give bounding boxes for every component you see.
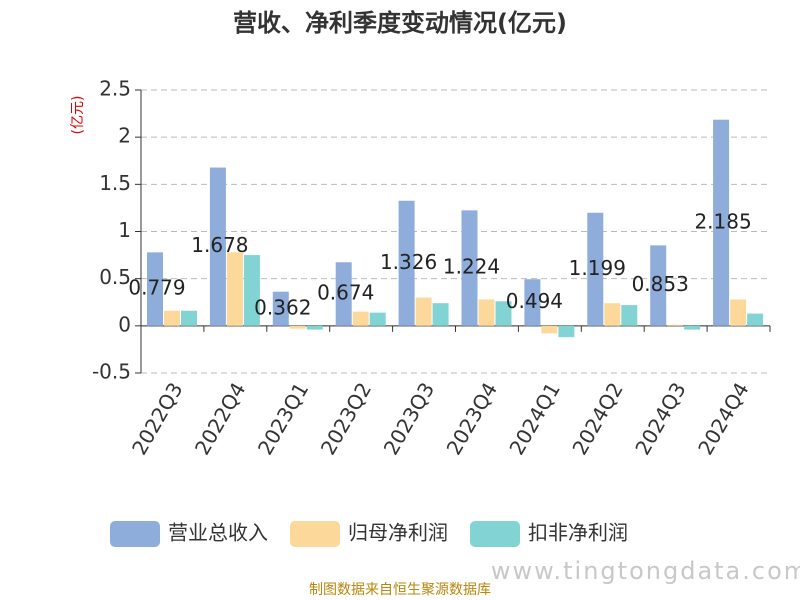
y-tick-label: -0.5	[92, 360, 131, 384]
data-label: 1.199	[569, 256, 626, 280]
y-tick-label: 2	[118, 124, 131, 148]
x-tick-label: 2024Q1	[504, 378, 564, 459]
source-note: 制图数据来自恒生聚源数据库	[309, 582, 491, 598]
bar	[604, 303, 621, 326]
bar	[650, 245, 667, 326]
bar	[621, 305, 638, 326]
x-tick-label: 2023Q3	[379, 378, 439, 459]
chart-title: 营收、净利季度变动情况(亿元)	[233, 9, 567, 37]
bar	[164, 310, 180, 326]
bar	[747, 313, 764, 326]
bar	[432, 303, 449, 326]
watermark: www.tingtongdata.com	[491, 557, 800, 585]
bar	[398, 200, 415, 326]
bar	[243, 255, 260, 326]
bar	[352, 311, 369, 326]
bar	[226, 252, 243, 326]
bar	[667, 324, 684, 326]
y-tick-label: 0	[118, 312, 131, 336]
data-label: 1.326	[380, 250, 437, 274]
bar	[369, 312, 386, 326]
x-tick-label: 2022Q3	[127, 378, 187, 459]
x-tick-label: 2024Q4	[693, 378, 753, 459]
bar	[335, 262, 352, 326]
legend-label: 归母净利润	[348, 521, 448, 545]
x-tick-label: 2023Q4	[442, 378, 502, 459]
x-tick-label: 2022Q4	[190, 378, 250, 459]
legend-swatch	[110, 521, 160, 547]
bar	[415, 297, 432, 326]
bar	[524, 279, 541, 326]
x-tick-label: 2023Q2	[316, 378, 376, 459]
legend-swatch	[470, 521, 520, 547]
legend-swatch	[290, 521, 340, 547]
x-tick-label: 2024Q3	[630, 378, 690, 459]
y-tick-label: 1.5	[99, 171, 131, 195]
bar	[541, 325, 558, 334]
bar	[461, 210, 478, 326]
y-tick-label: 2.5	[99, 77, 131, 101]
bar	[289, 325, 306, 329]
data-label: 0.853	[632, 272, 689, 296]
y-tick-label: 0.5	[99, 265, 131, 289]
bar	[272, 291, 289, 326]
bar	[147, 252, 163, 326]
data-label: 2.185	[694, 209, 751, 233]
legend-label: 扣非净利润	[528, 521, 628, 545]
data-label: 0.779	[128, 276, 185, 300]
bar	[684, 325, 701, 330]
bar	[558, 325, 575, 338]
bar	[713, 119, 730, 326]
legend-label: 营业总收入	[168, 521, 268, 545]
bar	[495, 301, 512, 326]
y-axis-label: (亿元)	[70, 96, 86, 135]
bar	[730, 299, 747, 326]
data-label: 0.362	[254, 295, 311, 319]
data-label: 0.494	[506, 289, 563, 313]
x-tick-label: 2023Q1	[253, 378, 313, 459]
data-label: 1.224	[443, 255, 500, 279]
bar	[181, 310, 197, 326]
bar	[306, 325, 323, 330]
bar	[478, 299, 495, 326]
data-label: 0.674	[317, 281, 374, 305]
x-tick-label: 2024Q2	[567, 378, 627, 459]
bar	[209, 167, 226, 326]
y-tick-label: 1	[118, 218, 131, 242]
bar	[587, 212, 604, 326]
